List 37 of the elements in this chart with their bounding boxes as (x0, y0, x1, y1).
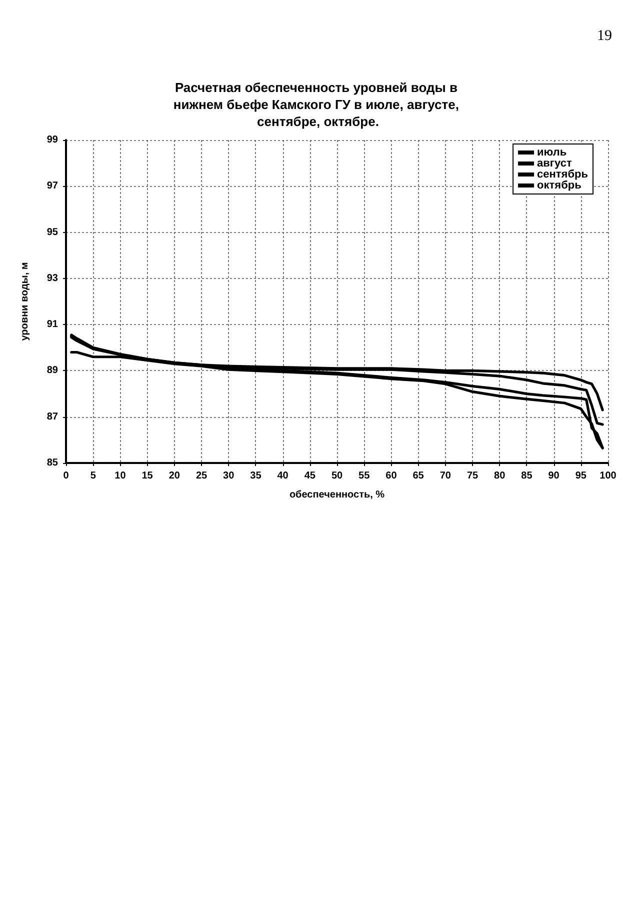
x-tick-label: 5 (90, 470, 96, 482)
x-tick-label: 65 (412, 470, 424, 482)
y-tick-label: 93 (46, 272, 58, 284)
legend-label: август (537, 158, 572, 170)
x-tick-label: 70 (440, 470, 452, 482)
x-tick-label: 15 (142, 470, 154, 482)
x-axis-title: обеспеченность, % (289, 490, 385, 500)
y-tick-label: 99 (46, 134, 58, 146)
x-tick-label: 100 (600, 470, 617, 482)
x-tick-label: 60 (386, 470, 398, 482)
x-tick-label: 20 (168, 470, 180, 482)
y-tick-label: 87 (46, 411, 58, 422)
legend-label: сентябрь (537, 168, 588, 180)
x-tick-label: 30 (223, 470, 235, 482)
x-tick-label: 40 (277, 470, 289, 482)
x-tick-label: 80 (494, 470, 506, 482)
y-tick-label: 95 (46, 226, 58, 238)
x-tick-label: 50 (331, 470, 343, 482)
x-tick-label: 95 (575, 470, 587, 482)
x-tick-label: 0 (63, 470, 70, 482)
x-tick-label: 55 (358, 470, 370, 482)
x-tick-label: 25 (196, 470, 208, 482)
x-tick-label: 35 (250, 470, 262, 482)
text: 19 (597, 28, 612, 45)
x-tick-label: 10 (114, 470, 126, 482)
y-tick-label: 91 (46, 319, 58, 330)
y-tick-label: 85 (46, 458, 58, 468)
y-axis-title: уровни воды, м (20, 262, 30, 341)
legend-label: октябрь (537, 180, 582, 192)
y-tick-label: 89 (46, 365, 58, 376)
x-tick-label: 85 (521, 470, 533, 482)
chart-title: Расчетная обеспеченность уровней воды в нижнем бьефе Камского ГУ в июле, августе, сентябре, октябре. (173, 80, 463, 129)
x-tick-label: 75 (466, 470, 478, 482)
legend-label: июль (537, 146, 567, 158)
x-tick-label: 90 (548, 470, 560, 482)
x-tick-label: 45 (304, 470, 316, 482)
y-tick-label: 97 (46, 180, 58, 192)
